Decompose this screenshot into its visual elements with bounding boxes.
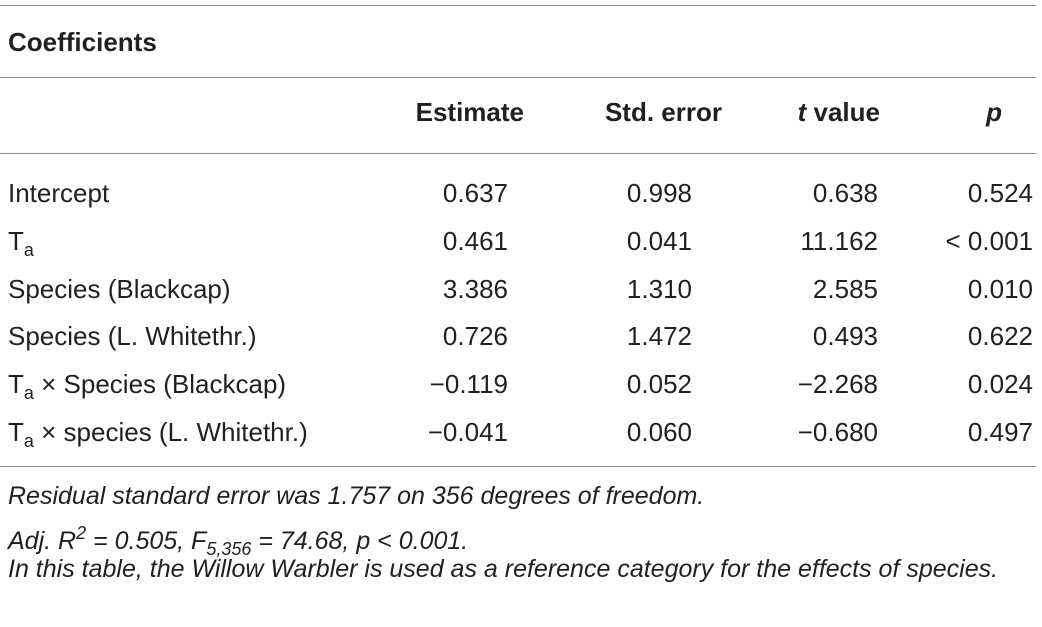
text-part: Adj. R <box>8 527 77 555</box>
value-cell: 0.493 <box>812 321 878 352</box>
text-part: Intercept <box>8 178 110 208</box>
value-cell: 0.726 <box>442 321 508 352</box>
text-part: Species (L. Whitethr.) <box>8 321 257 352</box>
row-label: Species (Blackcap) <box>8 273 231 305</box>
text-part: T <box>8 225 24 256</box>
value-cell: −0.680 <box>797 417 878 447</box>
column-header: Estimate <box>415 97 524 127</box>
text-part: T <box>8 417 24 447</box>
value-cell: 0.041 <box>626 225 692 256</box>
text-part: value <box>806 97 881 127</box>
row-label: Ta <box>8 225 34 266</box>
column-header: Std. error <box>604 97 722 127</box>
table-title: Coefficients <box>8 27 157 57</box>
footnote: Adj. R2 = 0.505, F5,356 = 74.68, p < 0.0… <box>8 515 1034 567</box>
text-part: = 0.505, F <box>86 527 207 555</box>
rule <box>0 5 1036 6</box>
value-cell: 0.998 <box>626 178 692 208</box>
rule <box>0 153 1036 154</box>
value-cell: −0.041 <box>427 417 508 447</box>
value-cell: −0.119 <box>429 369 508 400</box>
column-header: t value <box>798 96 880 128</box>
text-part: In this table, the Willow Warbler is use… <box>8 555 999 583</box>
row-label: Ta × species (L. Whitethr.) <box>8 416 308 457</box>
value-cell: 0.497 <box>967 417 1033 447</box>
text-part: Species (Blackcap) <box>8 273 231 304</box>
text-part: × Species (Blackcap) <box>33 369 287 400</box>
value-cell: 3.386 <box>442 273 508 304</box>
text-part: × species (L. Whitethr.) <box>33 417 308 447</box>
row-label: Ta × Species (Blackcap) <box>8 368 286 409</box>
column-header: p <box>986 96 1002 128</box>
footnote: In this table, the Willow Warbler is use… <box>8 551 1034 587</box>
value-cell: 0.637 <box>442 178 508 208</box>
value-cell: 0.638 <box>812 178 878 208</box>
text-part: a <box>23 383 34 404</box>
row-label: Species (L. Whitethr.) <box>8 320 257 352</box>
value-cell: 11.162 <box>800 225 878 256</box>
value-cell: 0.524 <box>967 178 1033 208</box>
text-part: a <box>23 431 34 451</box>
text-part: = 74.68, p < 0.001. <box>251 527 469 555</box>
value-cell: 0.060 <box>626 417 692 447</box>
value-cell: −2.268 <box>797 369 878 400</box>
text-part: T <box>8 369 24 400</box>
row-label: Intercept <box>8 177 109 209</box>
value-cell: 0.622 <box>967 321 1033 352</box>
text-part: p <box>986 97 1002 127</box>
value-cell: 0.461 <box>442 225 508 256</box>
value-cell: 1.310 <box>626 273 692 304</box>
footnote: Residual standard error was 1.757 on 356… <box>8 478 1034 514</box>
value-cell: 0.010 <box>967 273 1033 304</box>
rule <box>0 77 1036 78</box>
value-cell: 0.052 <box>626 369 692 400</box>
value-cell: 0.024 <box>967 369 1033 400</box>
rule <box>0 466 1036 467</box>
text-part: t <box>797 97 807 127</box>
value-cell: 1.472 <box>626 321 692 352</box>
text-part: 2 <box>76 523 87 543</box>
text-part: Residual standard error was 1.757 on 356… <box>8 482 705 510</box>
text-part: a <box>23 239 34 260</box>
text-part: 5,356 <box>206 539 252 559</box>
value-cell: 2.585 <box>812 273 878 304</box>
value-cell: < 0.001 <box>945 225 1033 256</box>
